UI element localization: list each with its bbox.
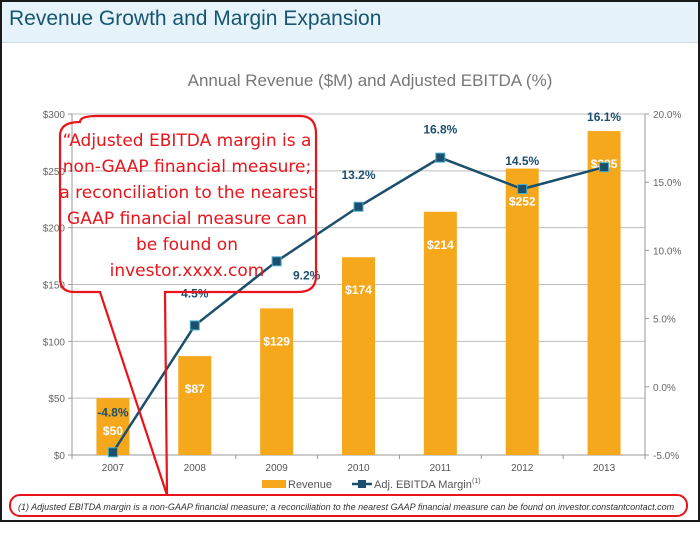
ebitda-marker — [189, 320, 200, 331]
callout-annotation-text: “Adjusted EBITDA margin is a non-GAAP fi… — [59, 131, 315, 281]
ebitda-margin-label: 9.2% — [293, 268, 321, 282]
revenue-bar — [260, 308, 294, 455]
y-left-tick-label: $150 — [43, 281, 66, 292]
callout-bubble — [58, 114, 318, 496]
revenue-bar — [423, 211, 457, 455]
ebitda-margin-label: -4.8% — [97, 405, 129, 419]
y-left-tick-label: $100 — [43, 337, 66, 348]
ebitda-margin-label: 16.8% — [423, 123, 457, 137]
revenue-bar — [178, 356, 212, 455]
legend-ebitda-label: Adj. EBITDA Margin — [374, 479, 472, 491]
legend-revenue-swatch — [262, 480, 286, 488]
y-left-tick-label: $200 — [43, 224, 66, 235]
ebitda-margin-label: 13.2% — [341, 168, 375, 182]
revenue-bar-label: $174 — [345, 283, 372, 297]
y-left-tick-label: $0 — [54, 451, 66, 462]
y-left-tick-label: $250 — [43, 167, 66, 178]
x-tick-label: 2007 — [102, 463, 125, 474]
y-right-tick-label: 5.0% — [653, 315, 676, 326]
revenue-bar-label: $87 — [185, 382, 205, 396]
ebitda-marker — [353, 201, 364, 212]
slide-title: Revenue Growth and Margin Expansion — [9, 7, 382, 30]
ebitda-margin-label: 16.1% — [587, 110, 621, 124]
y-right-tick-label: 20.0% — [653, 110, 681, 121]
revenue-bar-label: $129 — [263, 334, 290, 348]
ebitda-marker — [599, 162, 610, 173]
chart-title: Annual Revenue ($M) and Adjusted EBITDA … — [188, 71, 553, 90]
ebitda-margin-label: 4.5% — [181, 286, 209, 300]
y-right-tick-label: 0.0% — [653, 383, 676, 394]
slide-header: Revenue Growth and Margin Expansion — [2, 2, 698, 43]
revenue-bar — [505, 168, 539, 455]
footnote-text: (1) Adjusted EBITDA margin is a non-GAAP… — [18, 502, 675, 512]
y-right-tick-label: 15.0% — [653, 178, 681, 189]
x-tick-label: 2008 — [184, 463, 207, 474]
y-left-tick-label: $300 — [43, 110, 66, 121]
revenue-bar — [342, 257, 375, 455]
legend-revenue-label: Revenue — [288, 479, 332, 491]
legend-ebitda-marker — [358, 480, 366, 488]
revenue-bar — [587, 131, 621, 456]
ebitda-marker — [107, 447, 118, 458]
y-right-tick-label: -5.0% — [653, 451, 679, 462]
revenue-bar-label: $214 — [427, 238, 454, 252]
x-tick-label: 2011 — [430, 463, 452, 474]
y-right-tick-label: 10.0% — [653, 246, 681, 257]
x-tick-label: 2013 — [593, 463, 616, 474]
legend-superscript: (1) — [472, 478, 481, 485]
ebitda-marker — [271, 256, 282, 267]
ebitda-marker — [435, 152, 446, 163]
y-left-tick-label: $50 — [48, 394, 65, 405]
ebitda-marker — [517, 184, 528, 195]
revenue-bar-label: $50 — [103, 424, 123, 438]
revenue-bar — [96, 398, 130, 455]
ebitda-margin-label: 14.5% — [505, 154, 539, 168]
x-tick-label: 2010 — [347, 463, 370, 474]
revenue-bar-label: $252 — [509, 195, 536, 209]
x-tick-label: 2012 — [511, 463, 534, 474]
x-tick-label: 2009 — [266, 463, 289, 474]
footnote-highlight-box — [9, 494, 688, 517]
